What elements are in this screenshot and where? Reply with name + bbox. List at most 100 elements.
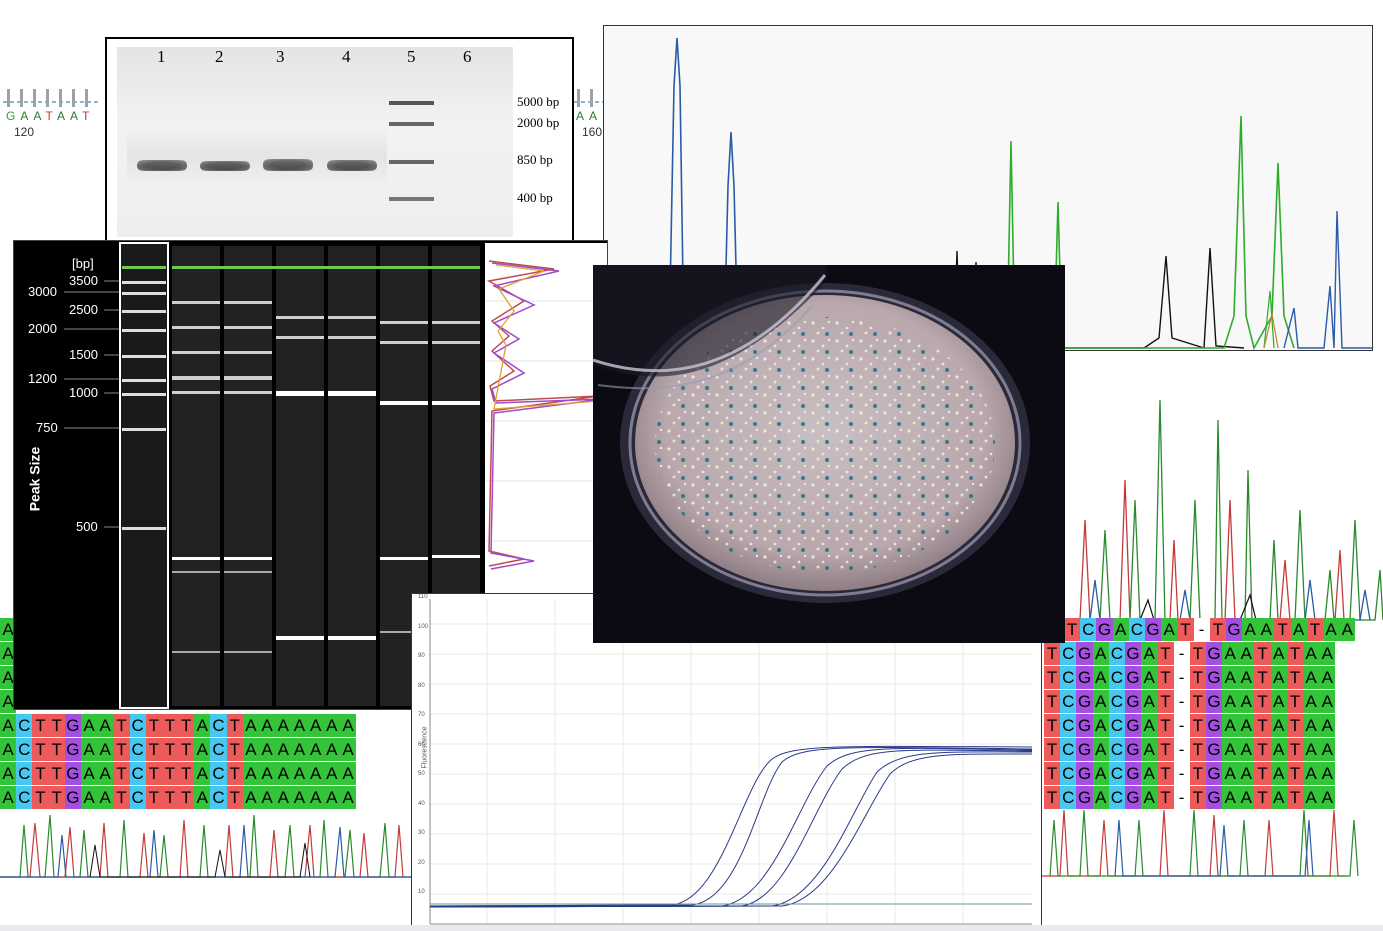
ladder-band [389, 197, 434, 201]
base-cell: T [226, 786, 243, 809]
base-cell: G [1096, 618, 1113, 641]
unit-label: [bp] [72, 256, 94, 271]
base-cell: C [129, 762, 146, 785]
base-cell: T [145, 738, 162, 761]
base-cell: T [226, 714, 243, 737]
base-cell: A [1112, 618, 1129, 641]
base-cell: T [1286, 738, 1303, 761]
base-cell: G [1205, 714, 1223, 737]
base-cell: T [161, 714, 179, 737]
base-cell: A [1303, 642, 1320, 665]
base-cell: A [80, 762, 98, 785]
base-cell: T [32, 762, 49, 785]
base-cell: T [145, 714, 162, 737]
base-cell: A [1141, 762, 1158, 785]
base-cell: T [1254, 714, 1271, 737]
base-cell: A [80, 786, 98, 809]
size-tick: 3500 [69, 273, 98, 288]
base-cell: A [339, 786, 357, 809]
base-cell: T [1189, 786, 1206, 809]
base-cell: A [323, 762, 340, 785]
base-cell: A [1303, 690, 1320, 713]
base-cell: A [97, 738, 114, 761]
base-cell: C [129, 714, 146, 737]
base-cell: T [1157, 738, 1174, 761]
base-cell: A [0, 738, 17, 761]
size-tick: 750 [36, 420, 58, 435]
base-cell: G [64, 786, 81, 809]
base-cell: A [307, 738, 324, 761]
trace-position-label: 120 [14, 125, 35, 139]
lane-label: 1 [157, 47, 166, 66]
base-cell: G [1076, 690, 1093, 713]
base-cell: A [307, 786, 324, 809]
y-tick-label: 70 [418, 712, 425, 718]
base-cell: T [1254, 690, 1271, 713]
lane-label: 2 [215, 47, 224, 66]
base-cell: A [0, 786, 17, 809]
base-cell: A [1319, 690, 1336, 713]
base-cell: T [1157, 762, 1174, 785]
trace-base: A [56, 109, 70, 123]
base-cell: A [0, 618, 17, 641]
base-cell: G [1205, 762, 1223, 785]
base-cell: T [1286, 762, 1303, 785]
qpcr-curves-graphic [429, 599, 1033, 925]
base-cell: A [1303, 786, 1320, 809]
base-cell: A [1141, 642, 1158, 665]
base-cell: T [1254, 738, 1271, 761]
top-mid-trace: AA 160 [574, 85, 604, 145]
base-cell: G [64, 738, 81, 761]
base-cell: A [80, 714, 98, 737]
base-cell: T [161, 786, 179, 809]
base-cell: A [275, 762, 292, 785]
y-tick-label: 10 [418, 889, 425, 895]
base-cell: T [161, 738, 179, 761]
trace-base: A [20, 109, 34, 123]
base-cell: A [0, 642, 17, 665]
base-cell: A [1319, 714, 1336, 737]
base-cell: C [1060, 642, 1077, 665]
base-cell: T [1044, 714, 1061, 737]
base-cell: C [1108, 786, 1125, 809]
base-cell: G [1076, 786, 1093, 809]
trace-ticks-graphic [3, 89, 100, 107]
base-cell: A [0, 666, 17, 689]
base-cell: A [242, 786, 259, 809]
y-tick-label: 40 [418, 800, 425, 807]
base-cell: C [1060, 666, 1077, 689]
base-cell: G [1076, 738, 1093, 761]
petri-dish-graphic [593, 265, 1030, 603]
base-cell: T [1044, 786, 1061, 809]
base-cell: G [1205, 690, 1223, 713]
trace-base: T [45, 109, 57, 123]
trace-base: G [6, 109, 21, 123]
base-cell: T [1306, 618, 1323, 641]
base-cell: C [129, 786, 146, 809]
base-cell: A [291, 738, 308, 761]
base-cell: A [194, 738, 211, 761]
base-cell: - [1173, 714, 1190, 737]
base-cell: A [194, 762, 211, 785]
base-cell: C [16, 714, 33, 737]
base-cell: A [1092, 690, 1109, 713]
top-left-trace: GAATAAT 120 [0, 85, 105, 145]
partial-row: A [0, 618, 17, 641]
base-cell: A [97, 762, 114, 785]
base-cell: T [32, 786, 49, 809]
base-cell: T [1157, 714, 1174, 737]
base-cell: A [1270, 738, 1287, 761]
size-tick: 2000 [28, 321, 57, 336]
base-cell: T [1189, 762, 1206, 785]
y-tick-label: 30 [418, 830, 425, 836]
base-cell: A [275, 714, 292, 737]
base-cell: A [1092, 738, 1109, 761]
base-cell: C [1060, 738, 1077, 761]
